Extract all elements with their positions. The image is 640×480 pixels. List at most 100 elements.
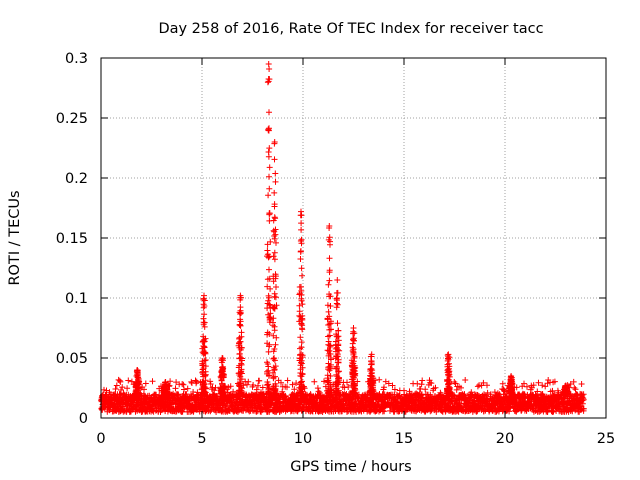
data-point [333,290,340,296]
data-point [422,386,429,393]
data-point [278,379,284,386]
data-point [112,386,119,392]
data-point [270,253,277,260]
data-point [265,348,272,355]
chart-title: Day 258 of 2016, Rate Of TEC Index for r… [158,21,543,37]
data-point [124,385,131,392]
data-point [265,153,272,160]
data-point [524,383,530,390]
data-point [237,322,244,329]
data-point [474,383,481,390]
data-point [259,384,266,391]
data-point [271,156,278,163]
data-point [271,249,278,256]
data-point [180,381,187,388]
x-tick-label: 20 [496,431,514,447]
data-point [194,389,201,396]
data-point [334,277,341,283]
data-point [462,377,469,383]
data-point [253,386,260,393]
data-point [227,383,234,390]
data-point [266,109,272,116]
data-point [179,381,186,387]
data-point [271,293,278,300]
data-point [271,214,278,221]
data-point [167,378,174,385]
y-axis-label: ROTI / TECUs [7,190,23,285]
data-point [326,255,333,262]
data-point [272,341,279,348]
data-point [272,170,279,177]
data-point [297,345,303,352]
data-point [289,381,296,388]
data-point [272,178,279,185]
data-point [350,336,356,343]
data-point [193,378,200,385]
data-point [298,339,305,346]
data-point [350,325,357,331]
data-point [445,372,452,379]
y-tick-label: 0.2 [65,171,88,187]
data-point [571,384,578,391]
data-point [149,378,156,385]
data-point [578,381,585,387]
data-point [215,399,222,406]
data-point [376,376,383,383]
data-point [298,265,305,272]
data-point [238,329,245,336]
data-point [273,284,279,290]
data-point [284,377,291,384]
data-point [266,145,273,152]
data-point [188,378,195,385]
data-point [237,354,244,361]
data-point [419,377,426,384]
data-point [314,385,321,392]
data-point [266,185,273,192]
data-point [266,164,273,171]
data-point [271,256,278,263]
data-point [266,211,273,218]
data-point [291,386,298,393]
data-point [266,173,272,180]
data-point [184,385,191,392]
data-point [299,272,305,279]
data-point [244,381,250,388]
y-tick-label: 0.1 [65,291,88,307]
data-point [265,61,272,67]
x-tick-label: 0 [96,431,105,447]
x-tick-label: 15 [395,431,413,447]
data-point [298,344,305,351]
x-tick-label: 10 [294,431,312,447]
x-tick-labels: 0 5 10 15 20 25 [96,431,615,447]
y-tick-label: 0 [79,411,88,427]
data-point [172,385,179,392]
data-point [118,387,124,393]
y-tick-label: 0.3 [65,51,88,67]
y-tick-label: 0.25 [56,111,88,127]
data-point [265,192,272,199]
data-point [282,393,289,400]
data-point [325,281,332,288]
data-point [327,241,333,248]
data-point [284,384,290,391]
data-point [256,377,263,384]
x-axis-label: GPS time / hours [290,459,411,475]
data-point [119,384,126,391]
data-point [297,334,304,341]
data-point [266,266,272,273]
data-point [117,378,124,385]
data-point [265,254,272,261]
y-tick-label: 0.15 [56,231,88,247]
data-point [192,377,199,384]
data-point [326,277,333,284]
x-tick-label: 5 [197,431,206,447]
data-point [298,208,304,215]
data-point [205,403,212,410]
data-point [321,378,327,385]
data-point [270,355,277,362]
data-point [207,378,214,385]
data-point [207,381,214,387]
data-point [334,333,341,340]
data-point [273,239,279,246]
